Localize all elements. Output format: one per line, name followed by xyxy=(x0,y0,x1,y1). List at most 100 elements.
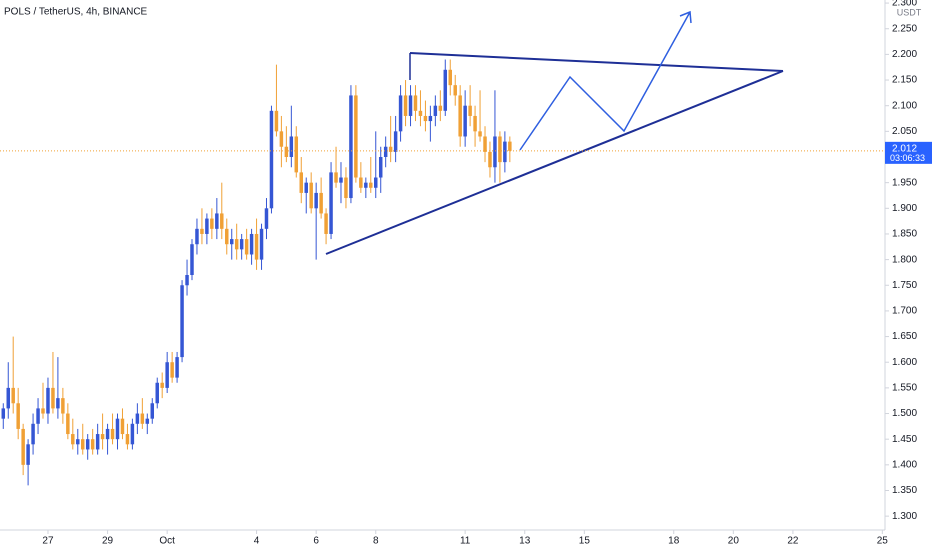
candle-body xyxy=(125,434,130,445)
last-price-label: 2.012 xyxy=(892,143,917,154)
candle-body xyxy=(463,105,467,137)
candle-body xyxy=(334,172,338,183)
candle-body xyxy=(438,105,443,111)
candle-body xyxy=(249,233,254,255)
candle-body xyxy=(41,408,45,414)
candle-body xyxy=(448,69,452,86)
x-tick-label: 18 xyxy=(668,536,680,547)
candle-body xyxy=(498,136,502,163)
candle-body xyxy=(95,434,100,450)
candle-body xyxy=(443,69,448,111)
y-tick-label: 2.300 xyxy=(892,0,917,9)
candle-body xyxy=(493,136,497,168)
candle-body xyxy=(264,208,269,229)
candle-body xyxy=(408,95,413,116)
candle-body xyxy=(71,434,75,445)
candle-body xyxy=(349,95,353,199)
candle-body xyxy=(46,387,50,414)
candle-body xyxy=(100,434,105,440)
last-price-box xyxy=(885,141,932,164)
candle-body xyxy=(51,387,55,409)
candle-body xyxy=(225,228,229,245)
x-tick-label: 20 xyxy=(728,536,740,547)
x-tick-label: 11 xyxy=(460,536,471,547)
candle-body xyxy=(309,182,313,209)
candle-body xyxy=(269,110,274,209)
candle-body xyxy=(508,141,512,151)
candle-body xyxy=(369,182,373,188)
candle-body xyxy=(364,182,368,188)
candle-body xyxy=(244,239,249,255)
y-tick-label: 1.450 xyxy=(892,434,917,445)
candle-body xyxy=(259,228,264,260)
candle-body xyxy=(344,177,348,199)
candle-body xyxy=(304,182,308,193)
candle-body xyxy=(165,362,169,388)
candle-body xyxy=(6,387,10,409)
candle-body xyxy=(359,177,363,188)
y-tick-label: 1.950 xyxy=(892,177,917,188)
candle-body xyxy=(488,151,492,168)
candle-body xyxy=(234,239,239,250)
x-tick-label: 27 xyxy=(42,536,54,547)
candle-body xyxy=(90,439,95,450)
candle-body xyxy=(398,95,403,132)
candle-body xyxy=(453,85,457,96)
candle-body xyxy=(175,357,179,378)
candle-body xyxy=(254,233,259,260)
candle-body xyxy=(205,218,209,234)
candle-body xyxy=(170,362,174,378)
y-tick-label: 2.250 xyxy=(892,23,917,34)
candle-body xyxy=(145,418,150,424)
projection-arrowhead xyxy=(679,10,692,24)
candle-body xyxy=(21,428,25,465)
candle-body xyxy=(478,131,482,137)
candle-body xyxy=(483,136,487,152)
x-tick-label: 29 xyxy=(102,536,114,547)
candle-body xyxy=(220,213,224,229)
candle-body xyxy=(195,228,199,245)
candle-body xyxy=(26,444,30,465)
candle-body xyxy=(215,213,219,229)
x-tick-label: 22 xyxy=(787,536,799,547)
candle-body xyxy=(503,141,507,163)
candle-body xyxy=(284,146,289,157)
y-tick-label: 2.150 xyxy=(892,75,917,86)
x-tick-label: 4 xyxy=(254,536,260,547)
candle-body xyxy=(31,423,35,445)
candle-body xyxy=(229,239,234,245)
x-tick-label: Oct xyxy=(159,536,175,547)
y-tick-label: 1.800 xyxy=(892,254,917,265)
x-tick-label: 6 xyxy=(313,536,319,547)
lower-trendline xyxy=(325,70,784,255)
candle-body xyxy=(120,418,125,435)
drawings xyxy=(325,10,784,255)
candle-body xyxy=(135,413,140,424)
y-tick-label: 1.300 xyxy=(892,511,917,522)
candle-body xyxy=(11,387,15,404)
candle-body xyxy=(210,218,214,229)
candle-body xyxy=(66,413,70,435)
candle-body xyxy=(81,439,85,450)
candle-body xyxy=(374,177,378,188)
candle-body xyxy=(239,239,244,250)
y-tick-label: 1.750 xyxy=(892,280,917,291)
candle-body xyxy=(354,95,358,178)
upper-trendline xyxy=(409,52,784,72)
candle-body xyxy=(339,177,343,183)
candle-body xyxy=(16,403,20,429)
y-tick-label: 2.200 xyxy=(892,49,917,60)
candle-body xyxy=(185,275,189,286)
candle-body xyxy=(393,131,398,152)
candle-body xyxy=(274,110,279,132)
candle-body xyxy=(314,192,318,209)
candle-body xyxy=(115,418,120,440)
candle-body xyxy=(319,192,323,214)
candle-body xyxy=(403,95,408,116)
candle-body xyxy=(299,172,303,193)
candle-body xyxy=(294,136,299,173)
y-tick-label: 1.550 xyxy=(892,383,917,394)
candle-body xyxy=(76,439,80,445)
